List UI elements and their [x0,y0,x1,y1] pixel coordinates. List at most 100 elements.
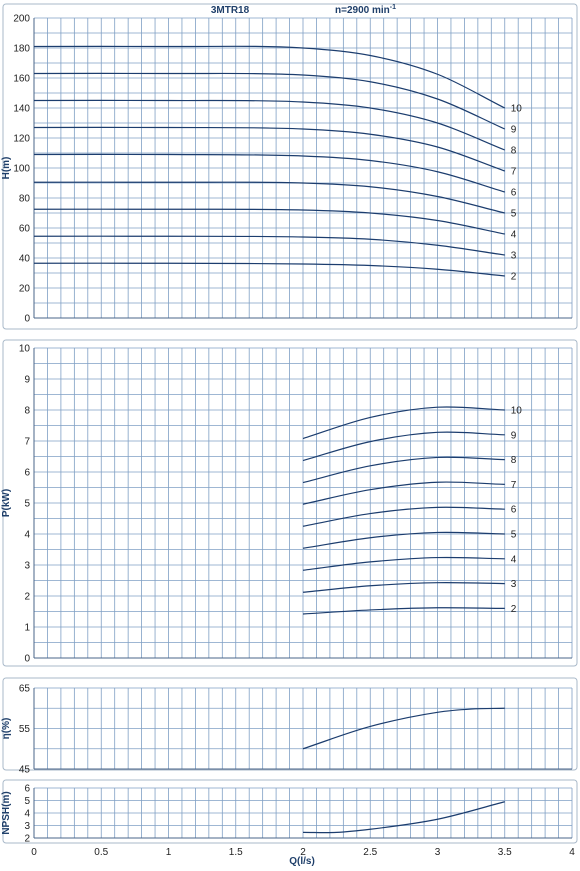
y-tick-label: 3 [24,561,30,572]
series-line-power-7 [302,481,505,505]
series-line-power-10 [302,406,505,440]
y-tick-label: 120 [13,134,30,145]
chart-title: 3MTR18 [211,5,250,16]
chart-subtitle: n=2900 min-1 [335,4,396,16]
chart-panels: 020406080100120140160180200H(m)234567891… [1,3,578,845]
series-group [302,707,505,750]
series-label: 7 [511,480,517,491]
x-axis-label: Q(l/s) [289,856,315,867]
x-tick-label: 2 [300,847,306,858]
x-tick-label: 3 [435,847,441,858]
series-line-head-9 [33,72,505,130]
y-tick-label: 9 [24,375,30,386]
series-line-head-2 [33,262,505,277]
chart-subtitle-sup: -1 [390,4,396,11]
series-label: 4 [511,230,517,241]
series-line-npsh [302,801,505,834]
x-tick-label: 0.5 [94,847,108,858]
series-label: 8 [511,455,517,466]
series-label: 2 [511,604,517,615]
y-tick-label: 4 [24,530,30,541]
x-tick-label: 3.5 [498,847,512,858]
series-group: 2 3 4 5 6 7 8 9 10 [302,406,523,615]
grid-lines [33,787,573,839]
series-label: 9 [511,125,517,136]
series-label: 10 [511,104,523,115]
series-label: 3 [511,579,517,590]
y-tick-label: 5 [24,796,30,807]
y-axis-label-power: P(kW) [1,489,12,517]
y-tick-label: 160 [13,74,30,85]
y-tick-label: 180 [13,44,30,55]
series-label: 5 [511,209,517,220]
series-line-head-10 [33,45,506,109]
y-tick-label: 40 [19,254,31,265]
y-tick-label: 1 [24,623,30,634]
y-tick-label: 2 [24,834,30,845]
y-tick-label: 60 [19,224,31,235]
series-label: 8 [511,146,517,157]
y-tick-label: 7 [24,437,30,448]
panel-npsh: 2 34 56 NPSH(m) [1,779,578,845]
x-tick-label: 1 [166,847,172,858]
y-tick-label: 10 [19,344,31,355]
y-axis-label-efficiency: η(%) [1,718,12,740]
y-tick-label: 0 [24,314,30,325]
chart-subtitle-text: n=2900 min [335,5,390,16]
y-tick-label: 100 [13,164,30,175]
series-line-power-5 [302,531,505,549]
y-tick-label: 20 [19,284,31,295]
panel-frame [2,677,578,771]
y-tick-label: 200 [13,14,30,25]
series-line-head-4 [33,208,505,235]
series-line-head-5 [33,181,505,214]
grid-lines [33,17,573,319]
y-axis-label-npsh: NPSH(m) [1,791,12,834]
x-tick-label: 2.5 [363,847,377,858]
series-label: 2 [511,272,517,283]
panel-power: 0 1 2 3 4 5 6 7 8 9 10 P(kW) 2 3 4 5 6 7 8 9 10 [1,339,578,667]
x-tick-label: 4 [569,847,575,858]
grid-lines [33,347,573,659]
series-label: 7 [511,167,517,178]
series-line-head-6 [33,153,505,193]
series-label: 4 [511,554,517,565]
series-line-power-6 [302,506,505,527]
panel-efficiency: 45 55 65 η(%) [1,677,578,776]
series-line-head-7 [33,126,505,172]
series-line-head-3 [33,235,505,256]
y-tick-label: 6 [24,468,30,479]
series-line-power-2 [302,607,505,615]
x-tick-label: 1.5 [229,847,243,858]
x-axis-ticks: 0 0.5 1 1.5 2 2.5 3 3.5 4 [31,847,575,858]
y-axis-label-head: H(m) [1,157,12,180]
y-tick-label: 45 [19,765,31,776]
y-tick-label: 2 [24,592,30,603]
series-line-efficiency [302,707,505,750]
grid-lines [33,687,573,770]
panel-frame [2,779,578,844]
series-line-power-8 [302,456,505,484]
y-tick-label: 140 [13,104,30,115]
y-tick-label: 3 [24,821,30,832]
y-tick-label: 65 [19,684,31,695]
panel-head: 0 20 40 60 80 100 120 140 160 180 200 H(m) 2 3 4 5 6 7 8 9 1… [1,3,578,330]
series-label: 6 [511,188,517,199]
y-tick-label: 4 [24,809,30,820]
x-tick-label: 0 [31,847,37,858]
y-tick-label: 55 [19,724,31,735]
series-label: 5 [511,530,517,541]
series-label: 3 [511,251,517,262]
series-label: 9 [511,430,517,441]
series-line-power-9 [302,431,505,462]
y-tick-label: 80 [19,194,31,205]
y-tick-label: 6 [24,784,30,795]
panel-frame [2,3,578,330]
series-label: 10 [511,406,523,417]
series-line-head-8 [33,99,505,151]
series-group: 2 3 4 5 6 7 8 9 10 [33,45,523,283]
y-tick-label: 0 [24,654,30,665]
y-tick-label: 8 [24,406,30,417]
series-label: 6 [511,505,517,516]
